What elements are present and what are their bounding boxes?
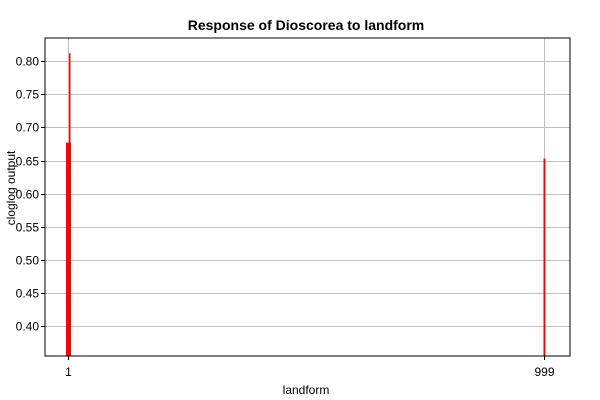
bars (66, 53, 546, 357)
x-axis: 1 999 (65, 356, 555, 379)
grid (45, 38, 570, 356)
y-tick-label: 0.80 (16, 55, 40, 69)
y-tick-label: 0.65 (16, 155, 40, 169)
y-tick-label: 0.75 (16, 88, 40, 102)
y-tick-label: 0.60 (16, 188, 40, 202)
y-tick-label: 0.45 (16, 287, 40, 301)
y-tick-label: 0.55 (16, 221, 40, 235)
chart-title: Response of Dioscorea to landform (188, 17, 424, 33)
x-tick-label: 999 (534, 365, 554, 379)
spike-1 (69, 53, 71, 357)
plot-frame (44, 37, 571, 357)
y-tick-label: 0.40 (16, 320, 40, 334)
x-tick-label: 1 (65, 365, 72, 379)
y-axis-label: cloglog output (4, 150, 18, 225)
bar-999 (543, 158, 546, 356)
x-axis-label: landform (283, 383, 330, 397)
y-tick-label: 0.50 (16, 254, 40, 268)
y-axis: 0.40 0.45 0.50 0.55 0.60 0.65 0.70 0.75 0.80 (16, 55, 45, 334)
bar-1 (66, 142, 71, 356)
y-tick-label: 0.70 (16, 121, 40, 135)
